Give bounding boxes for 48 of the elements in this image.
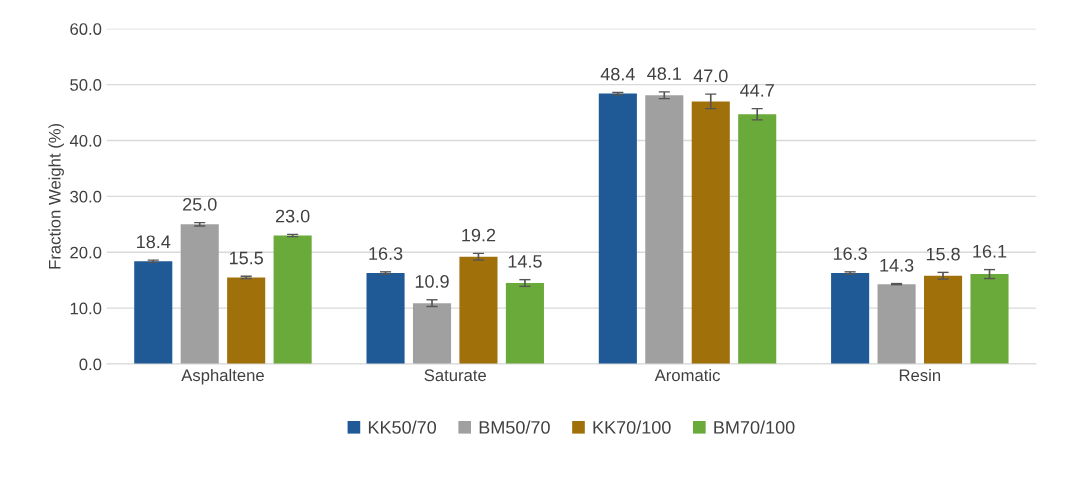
data-label: 19.2 xyxy=(462,228,496,242)
x-tick-label: Resin xyxy=(899,368,941,382)
bar xyxy=(459,256,498,365)
bar xyxy=(598,93,637,365)
data-label: 44.7 xyxy=(740,84,774,97)
data-label: 48.1 xyxy=(647,67,681,80)
data-label: 15.8 xyxy=(926,247,960,261)
legend-label: BM50/70 xyxy=(479,420,550,434)
data-label: 14.3 xyxy=(880,258,914,272)
legend-label: BM70/100 xyxy=(714,420,795,434)
bar xyxy=(924,275,963,365)
bar xyxy=(691,101,730,365)
bar xyxy=(738,114,777,365)
bar xyxy=(227,277,266,365)
legend-label: KK50/70 xyxy=(368,420,437,434)
bar xyxy=(273,235,312,365)
data-label: 16.3 xyxy=(833,247,867,260)
x-tick-label: Asphaltene xyxy=(181,368,264,385)
bar xyxy=(412,303,452,365)
data-label: 15.5 xyxy=(229,251,263,265)
data-label: 14.5 xyxy=(508,255,542,268)
x-tick-label: Saturate xyxy=(424,369,486,382)
data-label: 23.0 xyxy=(275,209,310,223)
y-axis-title: Fraction Weight (%) xyxy=(48,123,64,269)
bar xyxy=(877,284,916,365)
bar xyxy=(970,274,1009,365)
y-tick-label: 0.0 xyxy=(79,358,102,371)
bar xyxy=(134,261,173,365)
data-label: 16.1 xyxy=(973,244,1007,258)
x-tick-label: Aromatic xyxy=(654,368,720,382)
y-tick-label: 60.0 xyxy=(70,23,102,35)
bar xyxy=(645,95,684,365)
bar xyxy=(180,224,219,365)
data-label: 47.0 xyxy=(693,69,728,83)
data-label: 18.4 xyxy=(137,235,171,249)
data-label: 48.4 xyxy=(600,67,635,81)
bar xyxy=(831,272,870,365)
y-tick-label: 50.0 xyxy=(70,79,102,91)
y-tick-label: 20.0 xyxy=(70,246,102,259)
y-tick-label: 30.0 xyxy=(70,190,102,203)
y-tick-label: 10.0 xyxy=(70,302,102,315)
bar xyxy=(505,283,544,365)
legend-label: KK70/100 xyxy=(593,420,671,434)
data-label: 25.0 xyxy=(183,197,217,211)
bar xyxy=(366,272,405,365)
data-label: 10.9 xyxy=(415,275,449,288)
data-label: 16.3 xyxy=(369,247,403,260)
y-tick-label: 40.0 xyxy=(69,134,102,147)
